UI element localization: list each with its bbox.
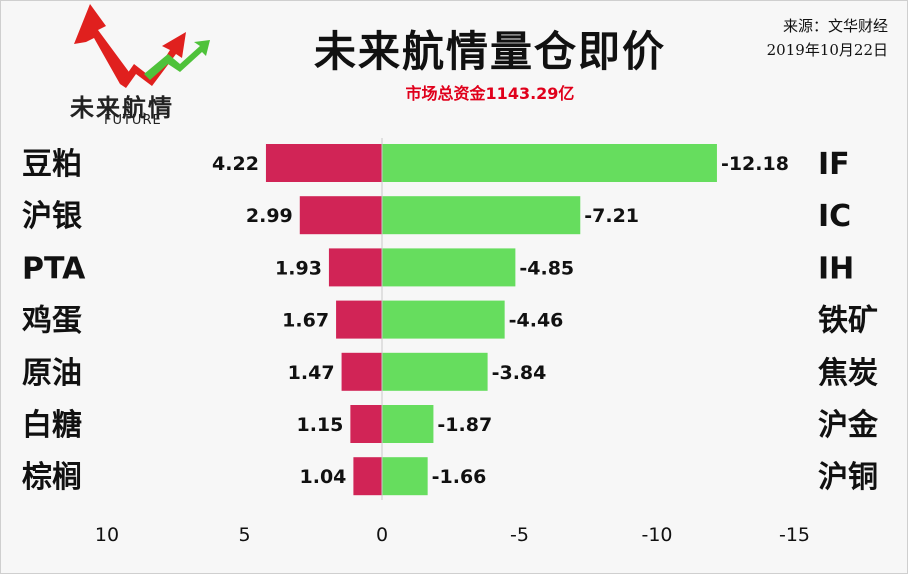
left-value-label: 1.15	[296, 414, 343, 436]
x-tick-label: 5	[238, 524, 250, 546]
right-category-label: IF	[818, 147, 850, 182]
right-bar	[382, 457, 428, 496]
left-bar	[353, 457, 382, 496]
source-block: 来源：文华财经 2019年10月22日	[767, 14, 888, 62]
right-category-label: 沪铜	[818, 460, 878, 495]
left-bar	[328, 248, 382, 287]
left-value-label: 1.67	[282, 310, 329, 332]
left-bar	[350, 405, 382, 443]
logo-red-zigzag	[120, 32, 186, 88]
left-bar	[265, 144, 382, 182]
right-category-label: 沪金	[818, 408, 879, 443]
logo-red-arrow	[74, 4, 132, 84]
right-category-label: IC	[818, 199, 851, 234]
right-bar	[382, 352, 488, 391]
right-value-label: -12.18	[721, 153, 789, 175]
left-category-label: 棕榈	[22, 460, 82, 495]
left-category-label: PTA	[22, 251, 86, 286]
left-value-label: 4.22	[212, 153, 259, 175]
x-tick-label: 0	[376, 524, 388, 546]
date-label: 2019年10月22日	[766, 41, 888, 59]
right-value-label: -7.21	[584, 205, 639, 227]
logo-subtext: FUTURE	[104, 113, 162, 128]
left-value-label: 2.99	[246, 205, 293, 227]
x-tick-label: -5	[510, 524, 529, 546]
left-category-label: 原油	[22, 356, 82, 391]
left-category-label: 鸡蛋	[22, 304, 82, 339]
page-title: 未来航情量仓即价	[313, 27, 666, 76]
right-value-label: -1.66	[432, 466, 487, 488]
left-value-label: 1.47	[288, 362, 335, 384]
right-category-label: 焦炭	[818, 356, 878, 391]
left-value-label: 1.93	[275, 257, 322, 279]
right-value-label: -1.87	[437, 414, 492, 436]
x-tick-label: -15	[779, 524, 810, 546]
left-category-label: 白糖	[22, 408, 82, 443]
right-value-label: -3.84	[492, 362, 547, 384]
right-bar	[382, 405, 434, 443]
logo-green-arrow	[144, 40, 210, 80]
right-bar	[382, 196, 581, 235]
logo-arrows-icon	[74, 4, 210, 88]
logo-text: 未来航情	[70, 94, 174, 122]
left-bar	[341, 352, 382, 391]
right-bar	[382, 144, 717, 182]
left-category-label: 豆粕	[22, 147, 82, 182]
x-tick-label: 10	[95, 524, 119, 546]
left-value-label: 1.04	[300, 466, 347, 488]
page-subtitle: 市场总资金1143.29亿	[405, 84, 575, 103]
right-bar	[382, 300, 505, 339]
left-bar	[299, 196, 382, 235]
right-category-label: IH	[818, 251, 854, 286]
source-label: 来源：文华财经	[782, 17, 888, 35]
right-bar	[382, 248, 516, 287]
left-bar	[336, 300, 382, 339]
right-value-label: -4.46	[509, 310, 564, 332]
left-category-label: 沪银	[22, 199, 82, 234]
right-value-label: -4.85	[519, 257, 574, 279]
x-tick-label: -10	[641, 524, 672, 546]
right-category-label: 铁矿	[818, 304, 878, 339]
